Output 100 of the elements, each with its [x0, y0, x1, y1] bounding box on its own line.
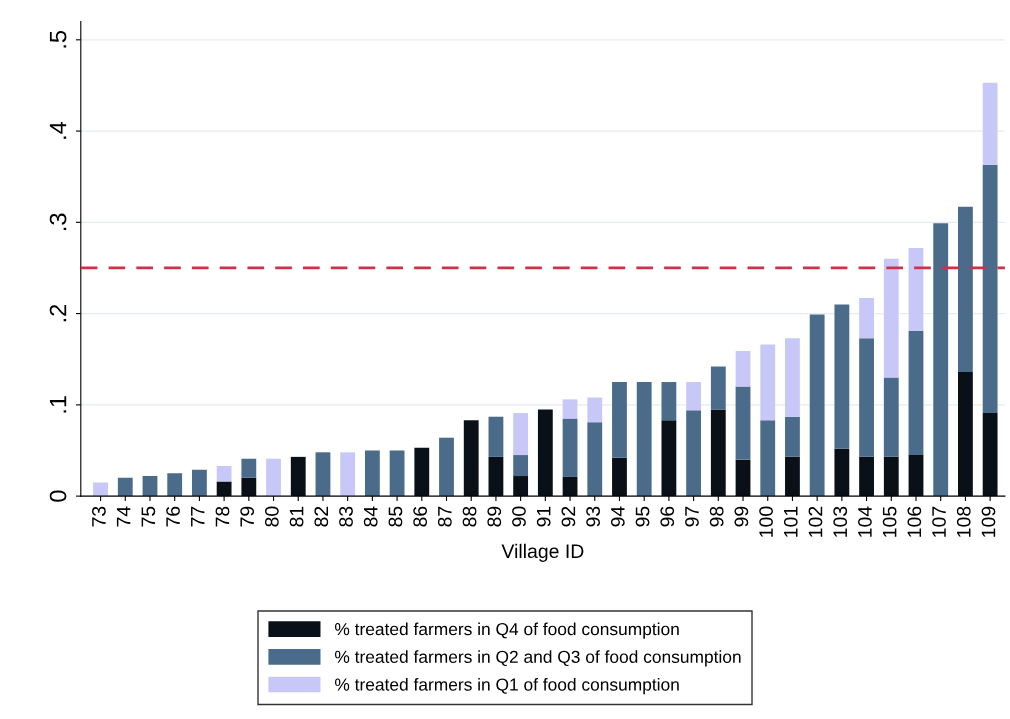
- bar: [785, 456, 800, 497]
- bar: [760, 420, 776, 497]
- y-tick-label: .5: [49, 30, 67, 48]
- bar: [290, 456, 306, 497]
- bar: [883, 377, 899, 457]
- y-tick-label: .2: [49, 304, 67, 322]
- x-tick-label: 90: [512, 506, 526, 527]
- bar: [908, 455, 924, 497]
- x-tick-label: 78: [215, 506, 230, 527]
- x-tick-label: 98: [709, 506, 724, 527]
- bar: [587, 422, 603, 497]
- bar: [488, 416, 504, 457]
- x-tick-label: 79: [240, 506, 255, 527]
- bar: [117, 477, 133, 497]
- bar: [908, 247, 924, 331]
- x-tick-label: 91: [536, 506, 551, 527]
- x-tick-label: 109: [981, 506, 996, 537]
- legend-label: % treated farmers in Q2 and Q3 of food consumption: [335, 650, 741, 667]
- x-tick-label: 80: [264, 506, 279, 527]
- bar: [982, 82, 998, 165]
- bar: [167, 473, 183, 497]
- bar: [686, 382, 702, 411]
- bar: [266, 458, 281, 497]
- x-tick-label: 83: [339, 506, 353, 527]
- bar: [834, 448, 850, 497]
- x-tick-label: 103: [833, 506, 848, 537]
- x-tick-label: 102: [808, 506, 823, 537]
- x-tick-label: 94: [610, 506, 625, 527]
- bar: [859, 298, 874, 339]
- x-tick-label: 104: [858, 506, 872, 537]
- bar: [439, 437, 454, 497]
- bar: [785, 416, 800, 457]
- x-tick-label: 75: [141, 506, 156, 527]
- bar: [908, 330, 924, 456]
- x-tick-label: 100: [759, 506, 773, 537]
- bar: [93, 482, 108, 497]
- bar: [463, 420, 479, 497]
- bar: [883, 258, 899, 378]
- bar: [883, 456, 899, 497]
- x-tick-label: 106: [907, 506, 922, 537]
- bar: [612, 457, 627, 497]
- bar: [587, 397, 603, 423]
- bar: [834, 304, 850, 449]
- x-tick-label: 95: [635, 506, 650, 527]
- x-tick-label: 73: [92, 506, 106, 527]
- legend-label: % treated farmers in Q1 of food consumption: [335, 677, 679, 695]
- x-tick-label: 93: [586, 506, 600, 527]
- bar: [216, 465, 232, 482]
- bar: [513, 413, 529, 456]
- bar: [958, 206, 973, 372]
- bar: [982, 413, 998, 497]
- y-tick-label: .3: [49, 213, 67, 231]
- bar: [859, 456, 874, 497]
- x-axis-title: Village ID: [501, 543, 584, 562]
- x-tick-label: 107: [932, 506, 946, 537]
- x-tick-label: 88: [462, 506, 477, 527]
- y-tick-label: 0: [49, 490, 67, 502]
- bar: [710, 409, 726, 497]
- x-tick-label: 105: [882, 506, 897, 537]
- x-tick-label: 76: [166, 506, 180, 527]
- x-tick-label: 85: [388, 506, 403, 527]
- x-tick-label: 96: [660, 506, 675, 527]
- x-tick-label: 87: [437, 506, 452, 527]
- y-tick-label: .4: [49, 121, 67, 139]
- bar: [982, 164, 998, 414]
- bar: [760, 344, 776, 421]
- legend-label: % treated farmers in Q4 of food consumption: [335, 622, 679, 639]
- x-tick-label: 82: [314, 506, 329, 527]
- x-tick-label: 99: [734, 506, 749, 527]
- bar: [958, 372, 973, 497]
- bar: [513, 455, 529, 477]
- x-tick-label: 89: [487, 506, 502, 527]
- bar: [241, 477, 257, 497]
- bar: [216, 481, 232, 497]
- bar: [537, 409, 553, 497]
- bar: [686, 410, 702, 497]
- bar: [364, 450, 380, 497]
- bar: [315, 452, 331, 497]
- bar: [562, 399, 578, 419]
- bar: [389, 450, 405, 497]
- bar: [661, 420, 677, 497]
- x-tick-label: 101: [783, 506, 798, 537]
- x-tick-label: 108: [956, 506, 971, 537]
- bar: [785, 338, 800, 417]
- bar: [735, 459, 751, 497]
- bar: [241, 458, 257, 478]
- bar: [191, 469, 207, 497]
- bar: [340, 452, 356, 497]
- bar: [488, 456, 504, 497]
- bar: [636, 382, 652, 497]
- bar: [562, 418, 578, 477]
- bar: [710, 366, 726, 410]
- bar: [414, 447, 430, 497]
- x-tick-label: 86: [413, 506, 428, 527]
- bar: [859, 338, 874, 457]
- bar: [735, 386, 751, 460]
- x-tick-label: 84: [363, 506, 378, 527]
- x-tick-label: 77: [191, 506, 205, 527]
- bar: [661, 382, 677, 421]
- bar: [809, 314, 825, 497]
